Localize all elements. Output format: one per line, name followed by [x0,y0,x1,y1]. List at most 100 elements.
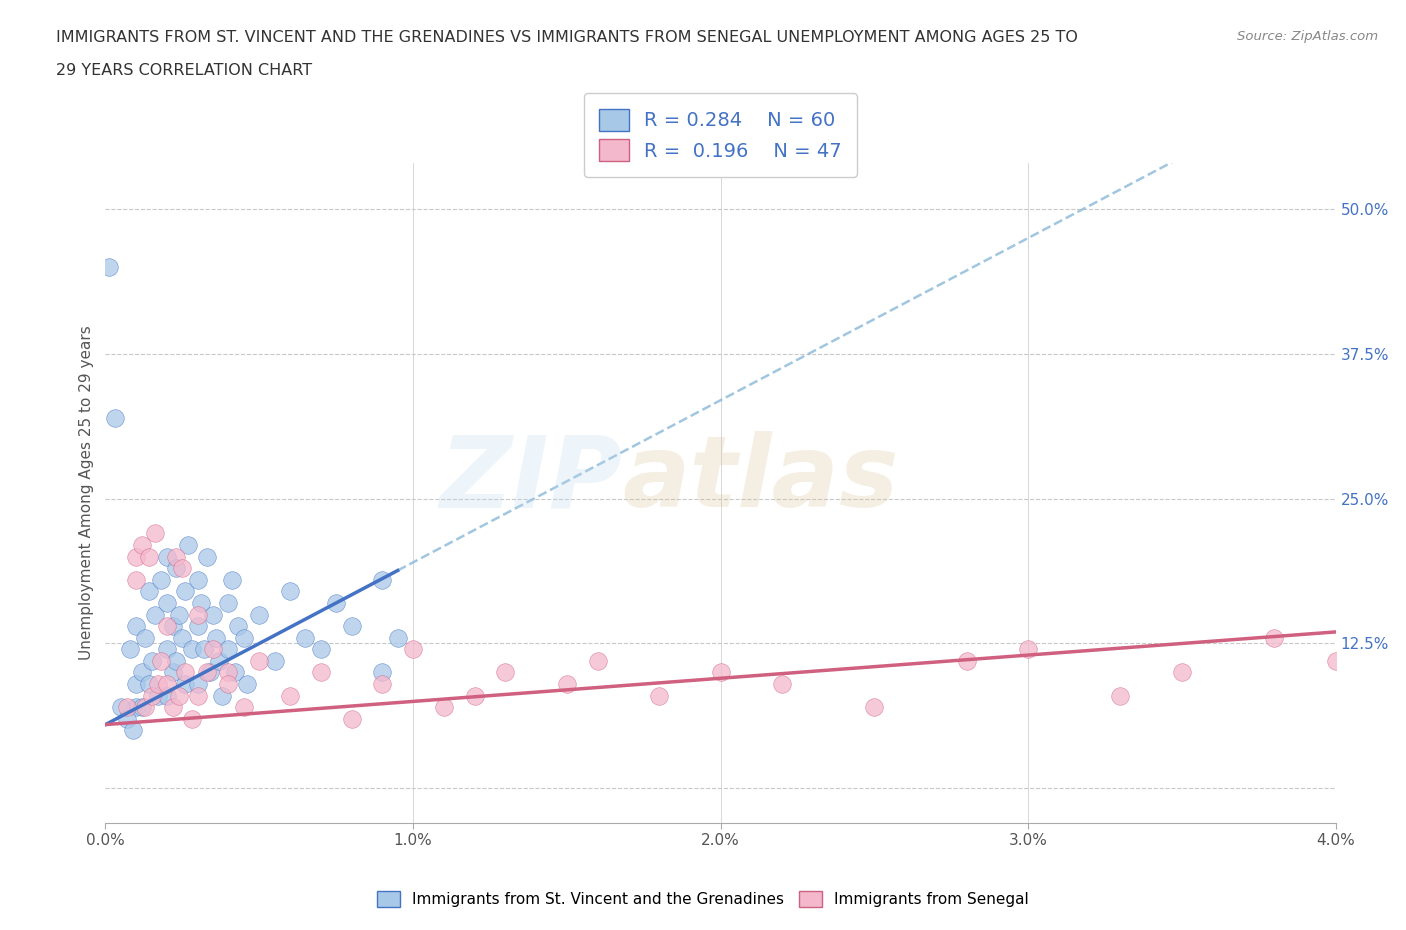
Point [387,631,409,645]
Point [165,654,187,669]
Point [770,677,793,692]
Point [131,665,153,680]
Point [1017,642,1039,657]
Point [174,584,197,599]
Point [165,550,187,565]
Y-axis label: Unemployment Among Ages 25 to 29 years: Unemployment Among Ages 25 to 29 years [79,326,94,660]
Point [143,607,166,622]
Point [402,642,425,657]
Point [141,688,163,703]
Point [125,699,148,714]
Point [156,550,179,565]
Point [193,642,215,657]
Point [221,572,243,587]
Point [131,699,153,714]
Point [586,654,609,669]
Point [190,595,212,610]
Point [205,631,228,645]
Point [232,631,254,645]
Point [309,642,332,657]
Point [202,642,225,657]
Point [208,654,231,669]
Point [232,699,254,714]
Point [110,699,132,714]
Point [340,618,363,633]
Point [115,699,138,714]
Point [97,259,120,274]
Legend: R = 0.284    N = 60, R =  0.196    N = 47: R = 0.284 N = 60, R = 0.196 N = 47 [583,93,858,177]
Point [138,550,160,565]
Point [218,665,240,680]
Text: IMMIGRANTS FROM ST. VINCENT AND THE GRENADINES VS IMMIGRANTS FROM SENEGAL UNEMPL: IMMIGRANTS FROM ST. VINCENT AND THE GREN… [56,30,1078,45]
Point [187,688,209,703]
Point [141,654,163,669]
Point [169,607,191,622]
Point [195,550,218,565]
Point [162,618,184,633]
Point [218,677,240,692]
Point [263,654,285,669]
Point [202,607,225,622]
Point [218,595,240,610]
Legend: Immigrants from St. Vincent and the Grenadines, Immigrants from Senegal: Immigrants from St. Vincent and the Gren… [371,884,1035,913]
Point [131,538,153,552]
Point [180,711,202,726]
Point [169,688,191,703]
Point [162,665,184,680]
Point [371,572,394,587]
Point [247,654,270,669]
Point [433,699,456,714]
Point [1171,665,1194,680]
Point [863,699,886,714]
Text: Source: ZipAtlas.com: Source: ZipAtlas.com [1237,30,1378,43]
Point [371,677,394,692]
Point [294,631,316,645]
Point [187,677,209,692]
Point [198,665,221,680]
Point [278,688,301,703]
Point [177,538,200,552]
Point [125,618,148,633]
Point [278,584,301,599]
Point [340,711,363,726]
Point [134,631,156,645]
Point [156,595,179,610]
Point [956,654,979,669]
Text: atlas: atlas [621,432,898,528]
Point [125,550,148,565]
Point [146,677,169,692]
Point [325,595,347,610]
Point [138,584,160,599]
Point [211,688,233,703]
Text: 29 YEARS CORRELATION CHART: 29 YEARS CORRELATION CHART [56,63,312,78]
Point [156,618,179,633]
Point [138,677,160,692]
Point [1355,642,1378,657]
Point [125,677,148,692]
Point [218,642,240,657]
Point [226,618,249,633]
Point [174,665,197,680]
Point [149,654,172,669]
Point [464,688,486,703]
Point [710,665,733,680]
Point [172,631,194,645]
Point [162,699,184,714]
Point [125,572,148,587]
Point [187,607,209,622]
Text: ZIP: ZIP [439,432,621,528]
Point [494,665,516,680]
Point [172,561,194,576]
Point [648,688,671,703]
Point [180,642,202,657]
Point [120,642,141,657]
Point [1109,688,1132,703]
Point [187,572,209,587]
Point [165,561,187,576]
Point [156,677,179,692]
Point [174,677,197,692]
Point [247,607,270,622]
Point [187,618,209,633]
Point [156,642,179,657]
Point [143,526,166,541]
